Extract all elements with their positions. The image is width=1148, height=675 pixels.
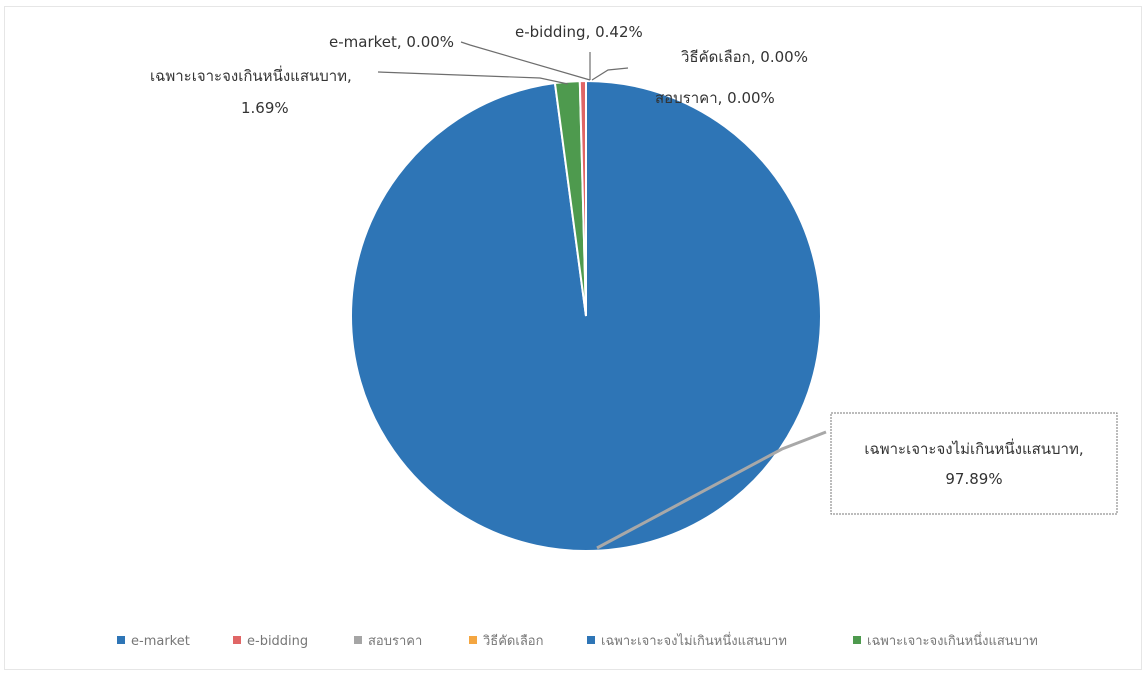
leader-specific-over [377, 71, 569, 85]
legend-swatch-2 [354, 636, 362, 644]
legend: e-market e-bidding สอบราคา วิธีคัดเลือก เฉพา… [117, 632, 1038, 649]
label-specific-over-value: 1.69% [241, 99, 289, 117]
label-sob-rakha: สอบราคา, 0.00% [655, 89, 775, 107]
label-specific-over-name: เฉพาะเจาะจงเกินหนึ่งแสนบาท, [150, 65, 352, 85]
label-e-market: e-market, 0.00% [329, 33, 454, 51]
label-specific-under-value: 97.89% [945, 470, 1002, 488]
legend-label-5: เฉพาะเจาะจงเกินหนึ่งแสนบาท [867, 632, 1038, 649]
leader-lines [377, 41, 827, 550]
legend-label-3: วิธีคัดเลือก [482, 633, 543, 649]
leader-e-market [460, 41, 591, 81]
legend-swatch-5 [853, 636, 861, 644]
legend-swatch-0 [117, 636, 125, 644]
legend-label-1: e-bidding [247, 634, 308, 649]
legend-label-4: เฉพาะเจาะจงไม่เกินหนึ่งแสนบาท [601, 632, 787, 649]
label-specific-under-name: เฉพาะเจาะจงไม่เกินหนึ่งแสนบาท, [864, 438, 1083, 458]
pie-slices: เฉพาะเจาะจงไม่เกินหนึ่งแสนบาทเฉพาะเจาะจง… [350, 79, 822, 552]
leader-vithi [591, 67, 629, 81]
label-vithi: วิธีคัดเลือก, 0.00% [680, 48, 808, 66]
label-e-bidding: e-bidding, 0.42% [515, 23, 643, 41]
legend-swatch-4 [587, 636, 595, 644]
callout-box [830, 412, 1118, 515]
legend-label-2: สอบราคา [368, 634, 422, 649]
legend-swatch-1 [233, 636, 241, 644]
leader-specific-under [596, 430, 827, 550]
legend-swatch-3 [469, 636, 477, 644]
pie-slice-1: e-bidding [578, 79, 587, 317]
legend-label-0: e-market [131, 634, 190, 649]
